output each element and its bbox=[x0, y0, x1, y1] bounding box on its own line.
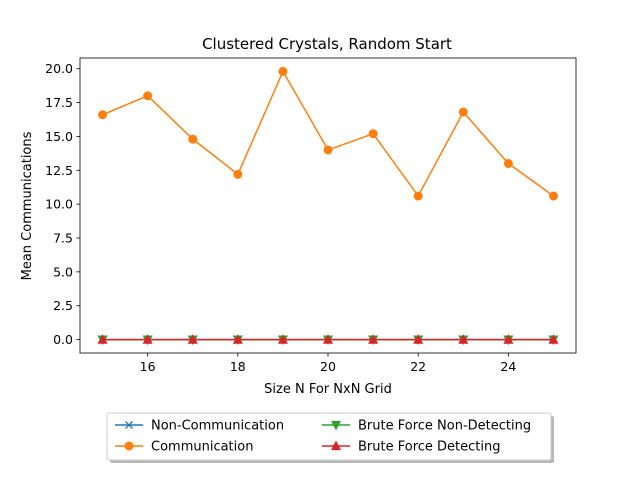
y-tick-label-1: 2.5 bbox=[53, 298, 73, 313]
series-3-point-0 bbox=[97, 334, 108, 344]
legend-item-3-label: Brute Force Detecting bbox=[358, 440, 501, 455]
series-1-line bbox=[102, 69, 554, 198]
x-axis-label: Size N For NxN Grid bbox=[264, 382, 392, 397]
x-tick-label-0: 16 bbox=[140, 359, 156, 374]
series-1-point-9 bbox=[503, 159, 513, 169]
series-1-point-2 bbox=[188, 134, 198, 144]
y-tick-label-4: 10.0 bbox=[45, 197, 73, 212]
legend-item-1-marker bbox=[124, 441, 134, 451]
legend-item-0-marker bbox=[125, 421, 133, 429]
y-tick-label-8: 20.0 bbox=[45, 61, 73, 76]
series-1-point-1 bbox=[143, 91, 153, 101]
plot-area: 16 18 20 22 24 0.0 2.5 5.0 7.5 10.0 12.5 15.0 17.5 20… bbox=[45, 57, 577, 374]
x-tick-label-4: 24 bbox=[500, 359, 516, 374]
series-1-point-10 bbox=[548, 191, 558, 201]
y-tick-label-3: 7.5 bbox=[53, 231, 73, 246]
series-3-point-8 bbox=[458, 334, 469, 344]
series-1-point-8 bbox=[458, 107, 468, 117]
series-3-point-2 bbox=[187, 334, 198, 344]
legend-item-0-marker-stroke-b bbox=[125, 421, 133, 429]
series-3-point-1 bbox=[142, 334, 153, 344]
legend-item-3: Brute Force Detecting bbox=[322, 440, 501, 455]
x-tick-label-3: 22 bbox=[410, 359, 426, 374]
legend-item-2-marker bbox=[330, 420, 342, 431]
series-1-point-6 bbox=[368, 129, 378, 139]
series-1-point-4 bbox=[278, 66, 288, 76]
x-tick-label-1: 18 bbox=[230, 359, 246, 374]
series-3-point-7 bbox=[413, 334, 424, 344]
series-3-point-6 bbox=[368, 334, 379, 344]
series-3 bbox=[97, 334, 559, 344]
y-tick-label-0: 0.0 bbox=[53, 332, 73, 347]
x-tick-label-2: 20 bbox=[320, 359, 336, 374]
series-3-point-5 bbox=[322, 334, 334, 344]
chart-title: Clustered Crystals, Random Start bbox=[202, 35, 452, 53]
series-1 bbox=[98, 66, 558, 201]
y-tick-label-6: 15.0 bbox=[45, 129, 73, 144]
legend-item-0: Non-Communication bbox=[115, 419, 284, 434]
y-axis-label: Mean Communications bbox=[20, 131, 35, 280]
y-tick-label-2: 5.0 bbox=[53, 264, 73, 279]
series-3-point-9 bbox=[503, 334, 514, 344]
y-tick-label-5: 12.5 bbox=[45, 163, 73, 178]
legend-item-3-marker bbox=[330, 440, 342, 451]
legend-item-1: Communication bbox=[115, 440, 253, 455]
series-3-point-3 bbox=[232, 334, 243, 344]
series-1-point-3 bbox=[233, 169, 243, 179]
legend-item-0-label: Non-Communication bbox=[151, 419, 284, 434]
series-1-point-5 bbox=[323, 145, 333, 155]
legend-item-2-label: Brute Force Non-Detecting bbox=[358, 419, 531, 434]
legend-item-1-label: Communication bbox=[151, 440, 253, 455]
series-1-point-7 bbox=[413, 191, 423, 201]
series-3-point-4 bbox=[277, 334, 288, 344]
legend-box bbox=[106, 412, 552, 461]
legend: Non-Communication Communication Brute Forc… bbox=[106, 412, 554, 463]
y-tick-label-7: 17.5 bbox=[45, 95, 73, 110]
series-3-point-10 bbox=[548, 334, 559, 344]
legend-item-2: Brute Force Non-Detecting bbox=[322, 419, 531, 434]
series-1-point-0 bbox=[98, 110, 108, 120]
